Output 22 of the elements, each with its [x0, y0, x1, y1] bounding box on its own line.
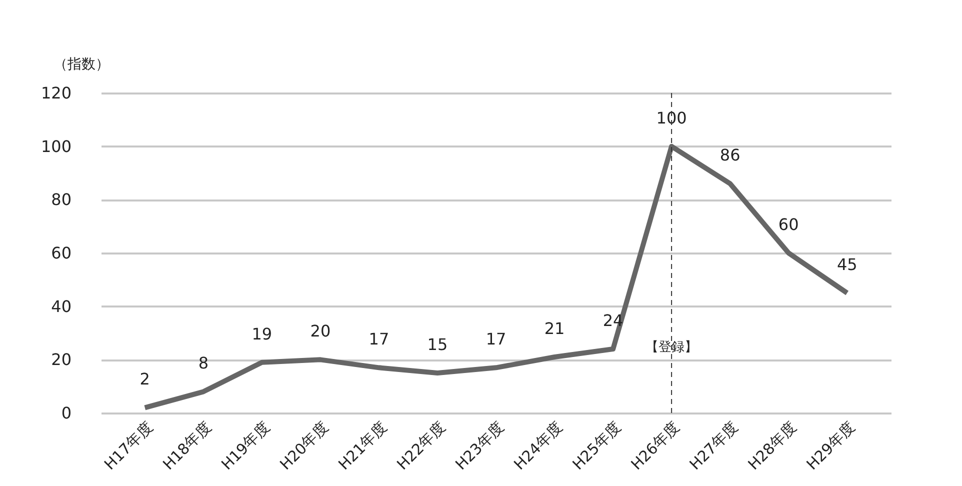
data-label: 17: [368, 330, 390, 349]
y-tick-label: 120: [40, 84, 72, 102]
data-label: 45: [836, 255, 858, 274]
y-tick-label: 100: [40, 136, 72, 156]
y-tick-label: 80: [51, 190, 72, 210]
data-label: 20: [310, 322, 331, 341]
y-tick-label: 60: [51, 244, 72, 262]
data-label: 19: [252, 324, 272, 344]
data-label: 86: [720, 146, 740, 165]
data-label: 8: [198, 354, 208, 373]
ref-line-label: 【登録】: [646, 340, 698, 355]
y-tick-label: 0: [61, 404, 72, 422]
data-label: 100: [656, 108, 687, 128]
y-tick-label: 40: [51, 296, 72, 316]
x-tick-label: H21年度: [334, 418, 390, 474]
data-label: 60: [778, 215, 799, 234]
data-label: 17: [486, 330, 506, 349]
data-label: 15: [427, 335, 448, 354]
y-tick-label: 20: [51, 350, 72, 370]
y-axis-title: （指数）: [54, 56, 110, 72]
data-label: 21: [544, 319, 565, 338]
data-label: 2: [140, 370, 150, 389]
